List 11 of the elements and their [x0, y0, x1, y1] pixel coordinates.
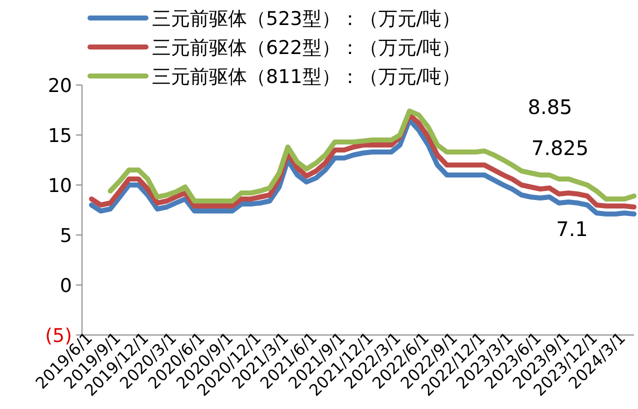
y-tick-label: 15 [48, 125, 72, 147]
legend-label: 三元前驱体（523型）：（万元/吨） [152, 8, 461, 30]
y-tick-label: 10 [48, 175, 72, 197]
annotation: 8.85 [528, 95, 572, 119]
y-tick-label: 0 [60, 275, 72, 297]
legend-label: 三元前驱体（811型）：（万元/吨） [152, 66, 461, 88]
legend-label: 三元前驱体（622型）：（万元/吨） [152, 37, 461, 59]
annotation: 7.825 [531, 136, 589, 160]
annotation: 7.1 [556, 217, 588, 241]
y-tick-label: 5 [60, 225, 72, 247]
y-tick-label: 20 [48, 75, 72, 97]
